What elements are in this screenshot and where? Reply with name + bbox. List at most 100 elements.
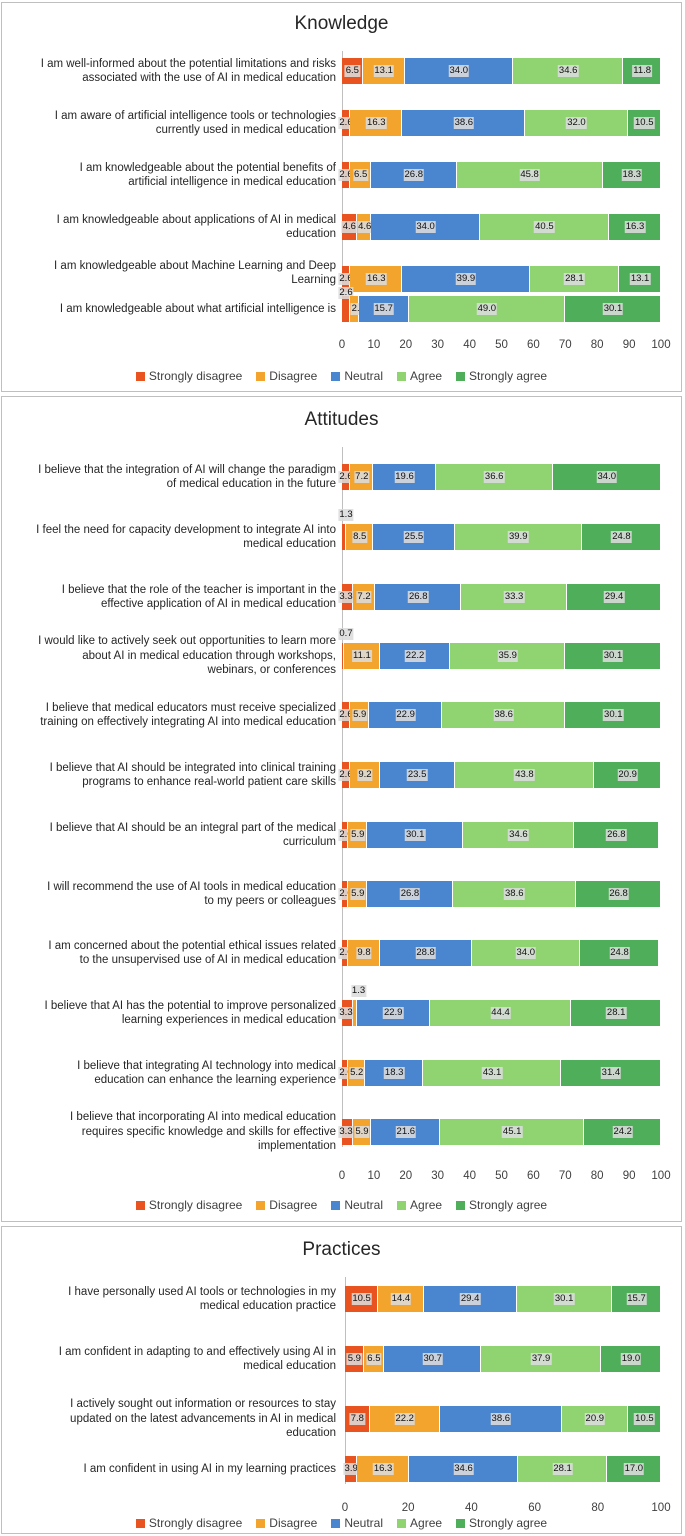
data-label: 9.2	[357, 769, 373, 781]
category-label-line: to the unsupervised use of AI in medical…	[79, 954, 336, 966]
bar-segment-strongly-disagree	[342, 524, 347, 550]
legend-item: Strongly disagree	[135, 1198, 243, 1212]
category-label-text: I am confident in using AI in my learnin…	[84, 1462, 337, 1477]
category-label-line: I am concerned about the potential ethic…	[48, 939, 336, 952]
x-tick-label: 0	[338, 1170, 346, 1182]
category-label-line: webinars, or conferences	[207, 664, 336, 677]
data-label: 38.6	[453, 117, 475, 129]
data-label: 22.9	[382, 1007, 404, 1019]
legend-label: Neutral	[344, 369, 384, 383]
data-label: 30.1	[602, 650, 624, 662]
legend-item: Neutral	[331, 1198, 383, 1212]
data-label: 37.9	[530, 1353, 552, 1365]
data-label: 49.0	[476, 303, 498, 315]
category-label-line: effective application of AI in medical e…	[100, 598, 336, 610]
category-label: I am knowledgeable about what artificial…	[6, 302, 336, 317]
category-label-line: Learning	[291, 274, 336, 286]
legend-swatch	[456, 371, 466, 381]
category-label-line: I believe that AI should be an integral …	[49, 821, 336, 834]
category-label: I am knowledgeable about applications of…	[6, 213, 336, 242]
x-tick-label: 10	[367, 1170, 381, 1182]
legend-item: Strongly agree	[456, 1198, 547, 1212]
category-label-text: I feel the need for capacity development…	[36, 523, 336, 552]
category-label-line: I am knowledgeable about Machine Learnin…	[54, 259, 336, 272]
category-label-line: I am knowledgeable about what artificial…	[59, 302, 336, 315]
data-label: 8.5	[352, 531, 368, 543]
x-tick-label: 60	[526, 339, 540, 351]
legend-item: Strongly disagree	[135, 1516, 242, 1530]
x-tick-label: 100	[651, 339, 671, 351]
data-label: 43.8	[514, 769, 535, 781]
legend-swatch	[256, 1518, 266, 1528]
legend-item: Agree	[397, 1516, 442, 1530]
category-label-text: I actively sought out information or res…	[70, 1397, 336, 1441]
attitudes-chart: Attitudes I believe that the integration …	[1, 396, 682, 1222]
data-label: 19.6	[394, 471, 415, 483]
category-label-text: I have personally used AI tools or techn…	[68, 1285, 336, 1314]
knowledge-chart: Knowledge I am well-informed about the po…	[1, 2, 682, 392]
category-label-text: I believe that AI has the potential to i…	[44, 999, 336, 1028]
data-label: 3.3	[338, 1126, 354, 1138]
bar-segment-neutral	[373, 524, 455, 550]
legend-item: Disagree	[256, 369, 317, 383]
data-label: 4.6	[341, 221, 357, 233]
category-label-line: education	[286, 1427, 336, 1440]
chart-title: Knowledge	[294, 13, 389, 34]
data-label: 18.3	[621, 169, 643, 181]
data-label: 5.9	[354, 1126, 370, 1138]
category-label-line: associated with the use of AI in medical…	[82, 72, 336, 84]
category-label-text: I am knowledgeable about Machine Learnin…	[54, 259, 336, 288]
data-label: 22.9	[395, 709, 416, 721]
data-label: 26.8	[606, 829, 627, 841]
data-label: 34.6	[557, 65, 579, 77]
category-label: I believe that incorporating AI into med…	[6, 1110, 336, 1154]
category-label: I am well-informed about the potential l…	[6, 57, 336, 86]
data-label: 30.1	[404, 829, 426, 841]
legend-label: Neutral	[344, 1516, 384, 1530]
data-label: 20.9	[584, 1413, 606, 1425]
category-label-line: I feel the need for capacity development…	[36, 523, 336, 536]
category-label: I believe that the integration of AI wil…	[6, 463, 336, 492]
category-label-text: I believe that integrating AI technology…	[77, 1059, 336, 1088]
data-label: 31.4	[600, 1067, 622, 1079]
bar-segment-strongly-disagree	[342, 296, 351, 322]
data-label: 26.8	[608, 888, 629, 900]
data-label: 5.9	[350, 829, 366, 841]
data-label: 5.2	[349, 1067, 365, 1079]
data-label: 26.8	[403, 169, 425, 181]
data-label: 9.8	[356, 947, 372, 959]
data-label: 3.3	[338, 1007, 354, 1019]
legend-item: Neutral	[331, 369, 383, 383]
data-label: 21.6	[395, 1126, 417, 1138]
category-label-line: medical education	[243, 538, 336, 550]
data-label: 2.6	[338, 117, 354, 129]
category-label-line: I am knowledgeable about the potential b…	[79, 161, 336, 174]
legend-label: Strongly disagree	[148, 1198, 243, 1212]
category-label-line: I believe that AI has the potential to i…	[44, 999, 336, 1012]
x-tick-label: 60	[526, 1170, 540, 1182]
category-label-line: I would like to actively seek out opport…	[38, 635, 336, 648]
category-label-line: I believe that AI should be integrated i…	[49, 761, 336, 774]
legend-label: Strongly disagree	[148, 369, 243, 383]
data-label: 10.5	[634, 117, 655, 129]
category-label-line: to my peers or colleagues	[204, 895, 336, 907]
data-label: 40.5	[534, 221, 555, 233]
legend-swatch	[397, 1200, 407, 1210]
data-label: 23.5	[406, 769, 428, 781]
data-label: 24.8	[611, 531, 632, 543]
data-label: 43.1	[481, 1067, 503, 1079]
data-label: 45.1	[501, 1126, 523, 1138]
legend-label: Agree	[410, 1516, 443, 1530]
category-label-line: education	[286, 228, 336, 240]
category-label-line: of medical education in the future	[166, 478, 336, 490]
data-label: 16.3	[366, 273, 387, 285]
category-label-text: I believe that medical educators must re…	[40, 701, 336, 730]
x-tick-label: 20	[401, 1502, 415, 1514]
data-label: 26.8	[399, 888, 421, 900]
legend-swatch	[397, 1518, 407, 1528]
category-label: I am aware of artificial intelligence to…	[6, 109, 336, 138]
legend-item: Strongly agree	[456, 369, 547, 383]
data-label: 22.2	[394, 1413, 415, 1425]
legend-swatch	[256, 371, 266, 381]
legend-label: Disagree	[269, 1516, 318, 1530]
